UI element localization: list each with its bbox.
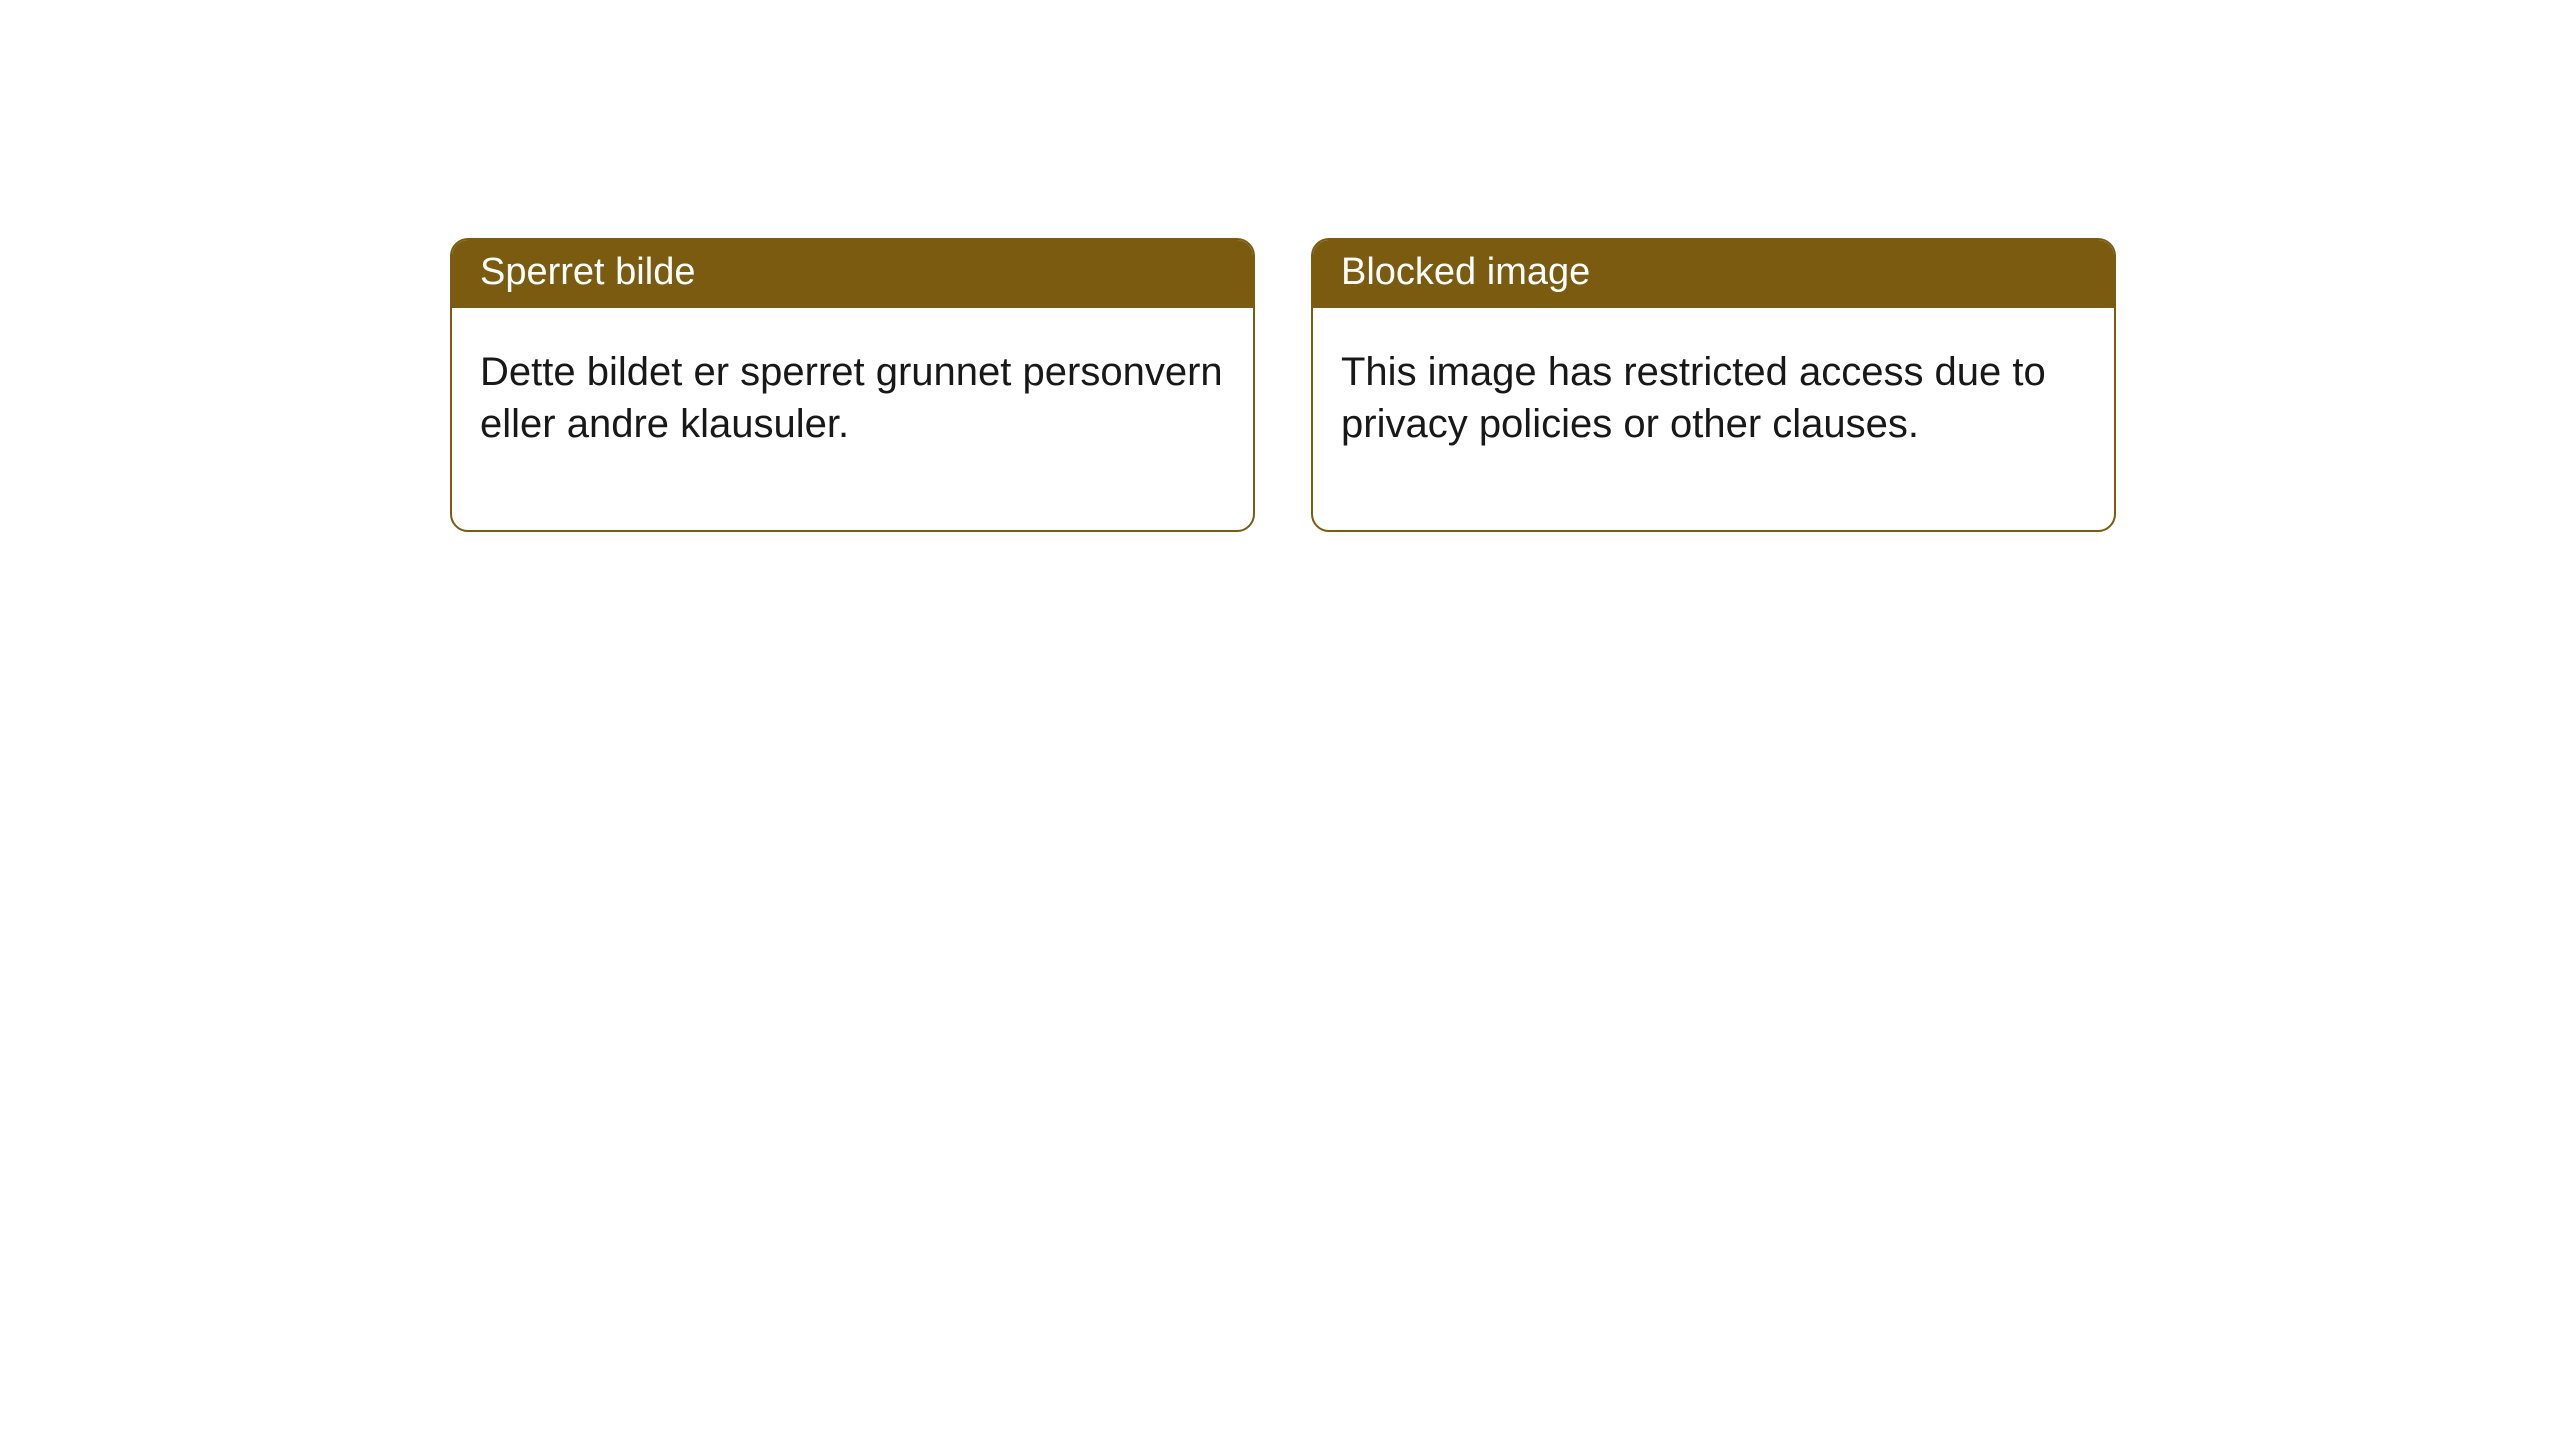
notice-message-english: This image has restricted access due to …	[1313, 308, 2114, 530]
notice-title-norwegian: Sperret bilde	[452, 240, 1253, 308]
notice-message-norwegian: Dette bildet er sperret grunnet personve…	[452, 308, 1253, 530]
notice-title-english: Blocked image	[1313, 240, 2114, 308]
notice-box-english: Blocked image This image has restricted …	[1311, 238, 2116, 532]
notice-box-norwegian: Sperret bilde Dette bildet er sperret gr…	[450, 238, 1255, 532]
notice-container: Sperret bilde Dette bildet er sperret gr…	[450, 238, 2116, 532]
